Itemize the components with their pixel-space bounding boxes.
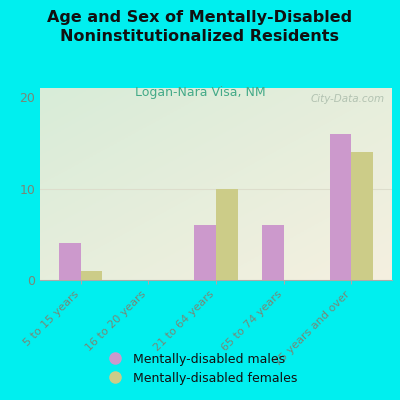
Text: Age and Sex of Mentally-Disabled
Noninstitutionalized Residents: Age and Sex of Mentally-Disabled Noninst…: [48, 10, 352, 44]
Bar: [194, 225, 216, 280]
Bar: [262, 225, 284, 280]
Bar: [330, 134, 351, 280]
Bar: [351, 152, 373, 280]
Bar: [216, 188, 238, 280]
Text: Logan-Nara Visa, NM: Logan-Nara Visa, NM: [135, 86, 265, 99]
Bar: [81, 271, 102, 280]
Legend: Mentally-disabled males, Mentally-disabled females: Mentally-disabled males, Mentally-disabl…: [97, 348, 303, 390]
Bar: [59, 244, 81, 280]
Text: City-Data.com: City-Data.com: [311, 94, 385, 104]
